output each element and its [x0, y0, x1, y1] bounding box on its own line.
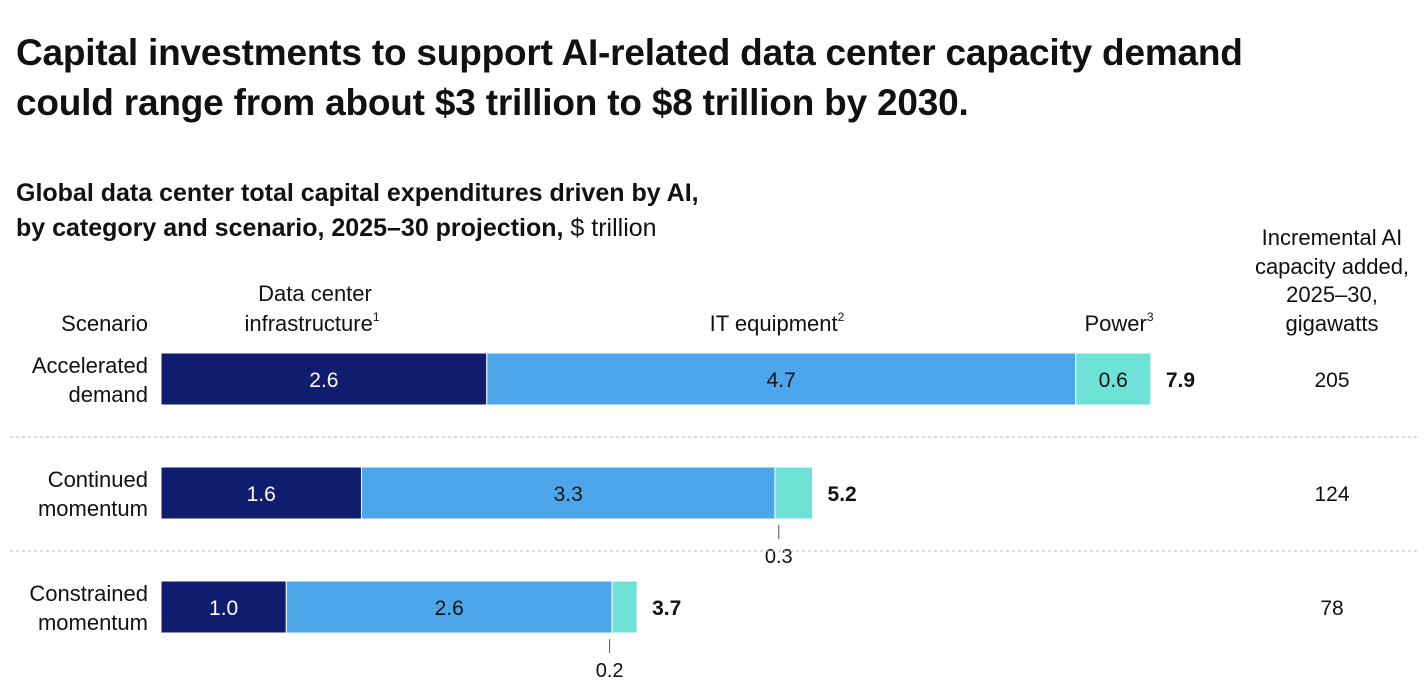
- header-it-equipment: IT equipment2: [710, 310, 845, 336]
- data-label-power: 0.6: [1099, 369, 1128, 392]
- header-power: Power3: [1084, 310, 1153, 336]
- bar-segment-infrastructure: [160, 580, 287, 634]
- header-capacity-line-1: Incremental AI: [1262, 225, 1403, 250]
- data-label-it-equipment: 2.6: [435, 597, 464, 620]
- header-infrastructure-text: infrastructure: [244, 311, 372, 336]
- bar-row: Constrained momentum 1.0 2.6 0.2 3.7 78: [29, 580, 1344, 682]
- category-label-line-1: Accelerated: [32, 353, 148, 378]
- data-label-power: 0.3: [765, 546, 793, 568]
- capacity-value: 205: [1314, 369, 1349, 392]
- header-infrastructure-line-1: Data center: [258, 281, 372, 306]
- headline-line-2: could range from about $3 trillion to $8…: [16, 82, 969, 123]
- header-power-footnote: 3: [1147, 310, 1154, 324]
- subtitle-line-2: by category and scenario, 2025–30 projec…: [16, 214, 564, 242]
- bar-segment-infrastructure: [160, 466, 362, 520]
- bar-segment-infrastructure: [160, 352, 488, 406]
- data-label-infrastructure: 1.6: [247, 483, 276, 506]
- header-scenario: Scenario: [61, 311, 148, 336]
- headline: Capital investments to support AI-relate…: [16, 28, 1396, 128]
- category-label-line-2: momentum: [38, 496, 148, 521]
- header-power-text: Power: [1084, 311, 1146, 336]
- bar-segment-it-equipment: [360, 466, 776, 520]
- header-capacity-line-3: 2025–30,: [1286, 282, 1378, 307]
- header-it-text: IT equipment: [710, 311, 838, 336]
- capacity-value: 124: [1314, 483, 1349, 506]
- category-label-line-1: Continued: [48, 467, 148, 492]
- total-label: 7.9: [1166, 369, 1195, 392]
- bar-row: Accelerated demand 2.6 4.7 0.6 7.9 205: [32, 352, 1350, 407]
- header-infrastructure-footnote: 1: [373, 310, 380, 324]
- capacity-value: 78: [1320, 597, 1343, 620]
- data-label-power: 0.2: [596, 660, 624, 682]
- category-label-line-1: Constrained: [29, 581, 148, 606]
- category-label-line-2: momentum: [38, 610, 148, 635]
- header-capacity-line-4: gigawatts: [1286, 311, 1379, 336]
- bar-row: Continued momentum 1.6 3.3 0.3 5.2 124: [38, 466, 1350, 568]
- header-infrastructure-line-2: infrastructure1: [244, 310, 379, 336]
- total-label: 3.7: [652, 597, 681, 620]
- data-label-it-equipment: 4.7: [767, 369, 796, 392]
- bar-segment-power: [611, 580, 638, 634]
- header-capacity-line-2: capacity added,: [1255, 254, 1409, 279]
- chart-rows: Accelerated demand 2.6 4.7 0.6 7.9 205 Continue…: [10, 352, 1420, 682]
- data-label-infrastructure: 2.6: [309, 369, 338, 392]
- subtitle-unit: $ trillion: [570, 214, 657, 242]
- subtitle-line-1: Global data center total capital expendi…: [16, 179, 699, 207]
- total-label: 5.2: [828, 483, 857, 506]
- chart-subtitle: Global data center total capital expendi…: [16, 176, 916, 246]
- category-label-line-2: demand: [68, 382, 148, 407]
- bar-segment-it-equipment: [285, 580, 613, 634]
- data-label-it-equipment: 3.3: [554, 483, 583, 506]
- headline-line-1: Capital investments to support AI-relate…: [16, 32, 1243, 73]
- data-label-infrastructure: 1.0: [209, 597, 238, 620]
- bar-segment-power: [774, 466, 814, 520]
- bar-segment-power: [1075, 352, 1152, 406]
- header-it-footnote: 2: [838, 310, 845, 324]
